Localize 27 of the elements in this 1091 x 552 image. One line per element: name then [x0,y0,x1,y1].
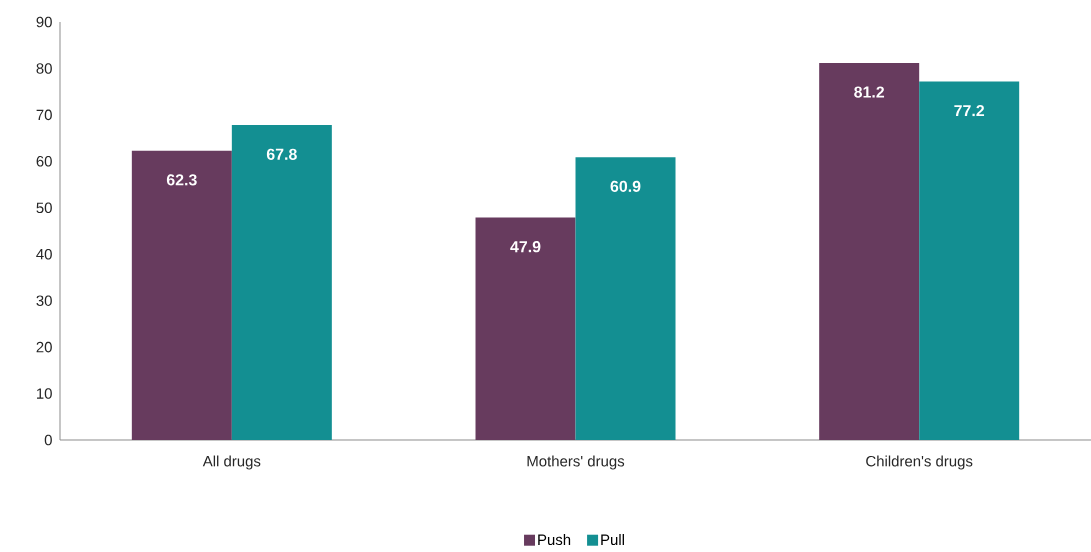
legend-label: Push [538,534,571,546]
y-tick-label: 70 [36,109,52,121]
data-label: 60.9 [610,180,641,192]
y-tick-label: 60 [36,156,52,167]
y-tick-label: 40 [36,248,52,260]
data-label: 67.8 [266,148,297,160]
y-tick-label: 90 [36,16,52,28]
bar [819,62,920,440]
y-tick-label: 80 [36,63,52,74]
y-tick-label: 0 [44,434,52,446]
y-tick-label: 30 [36,295,52,306]
data-label: 47.9 [510,241,541,253]
data-label: 77.2 [954,104,985,117]
x-tick-label: All drugs [202,455,261,470]
y-tick-label: 50 [36,202,52,214]
data-label: 81.2 [854,86,885,98]
bar [919,81,1020,440]
x-tick-label: Children's drugs [866,455,973,470]
bar [575,157,676,440]
bar [231,125,332,440]
legend-label: Pull [601,534,624,546]
data-label: 62.3 [166,174,197,186]
x-tick-label: Mothers' drugs [527,455,625,470]
y-tick-label: 10 [37,388,52,399]
bar [131,150,232,440]
bar [475,217,576,440]
y-tick-label: 20 [36,341,52,353]
